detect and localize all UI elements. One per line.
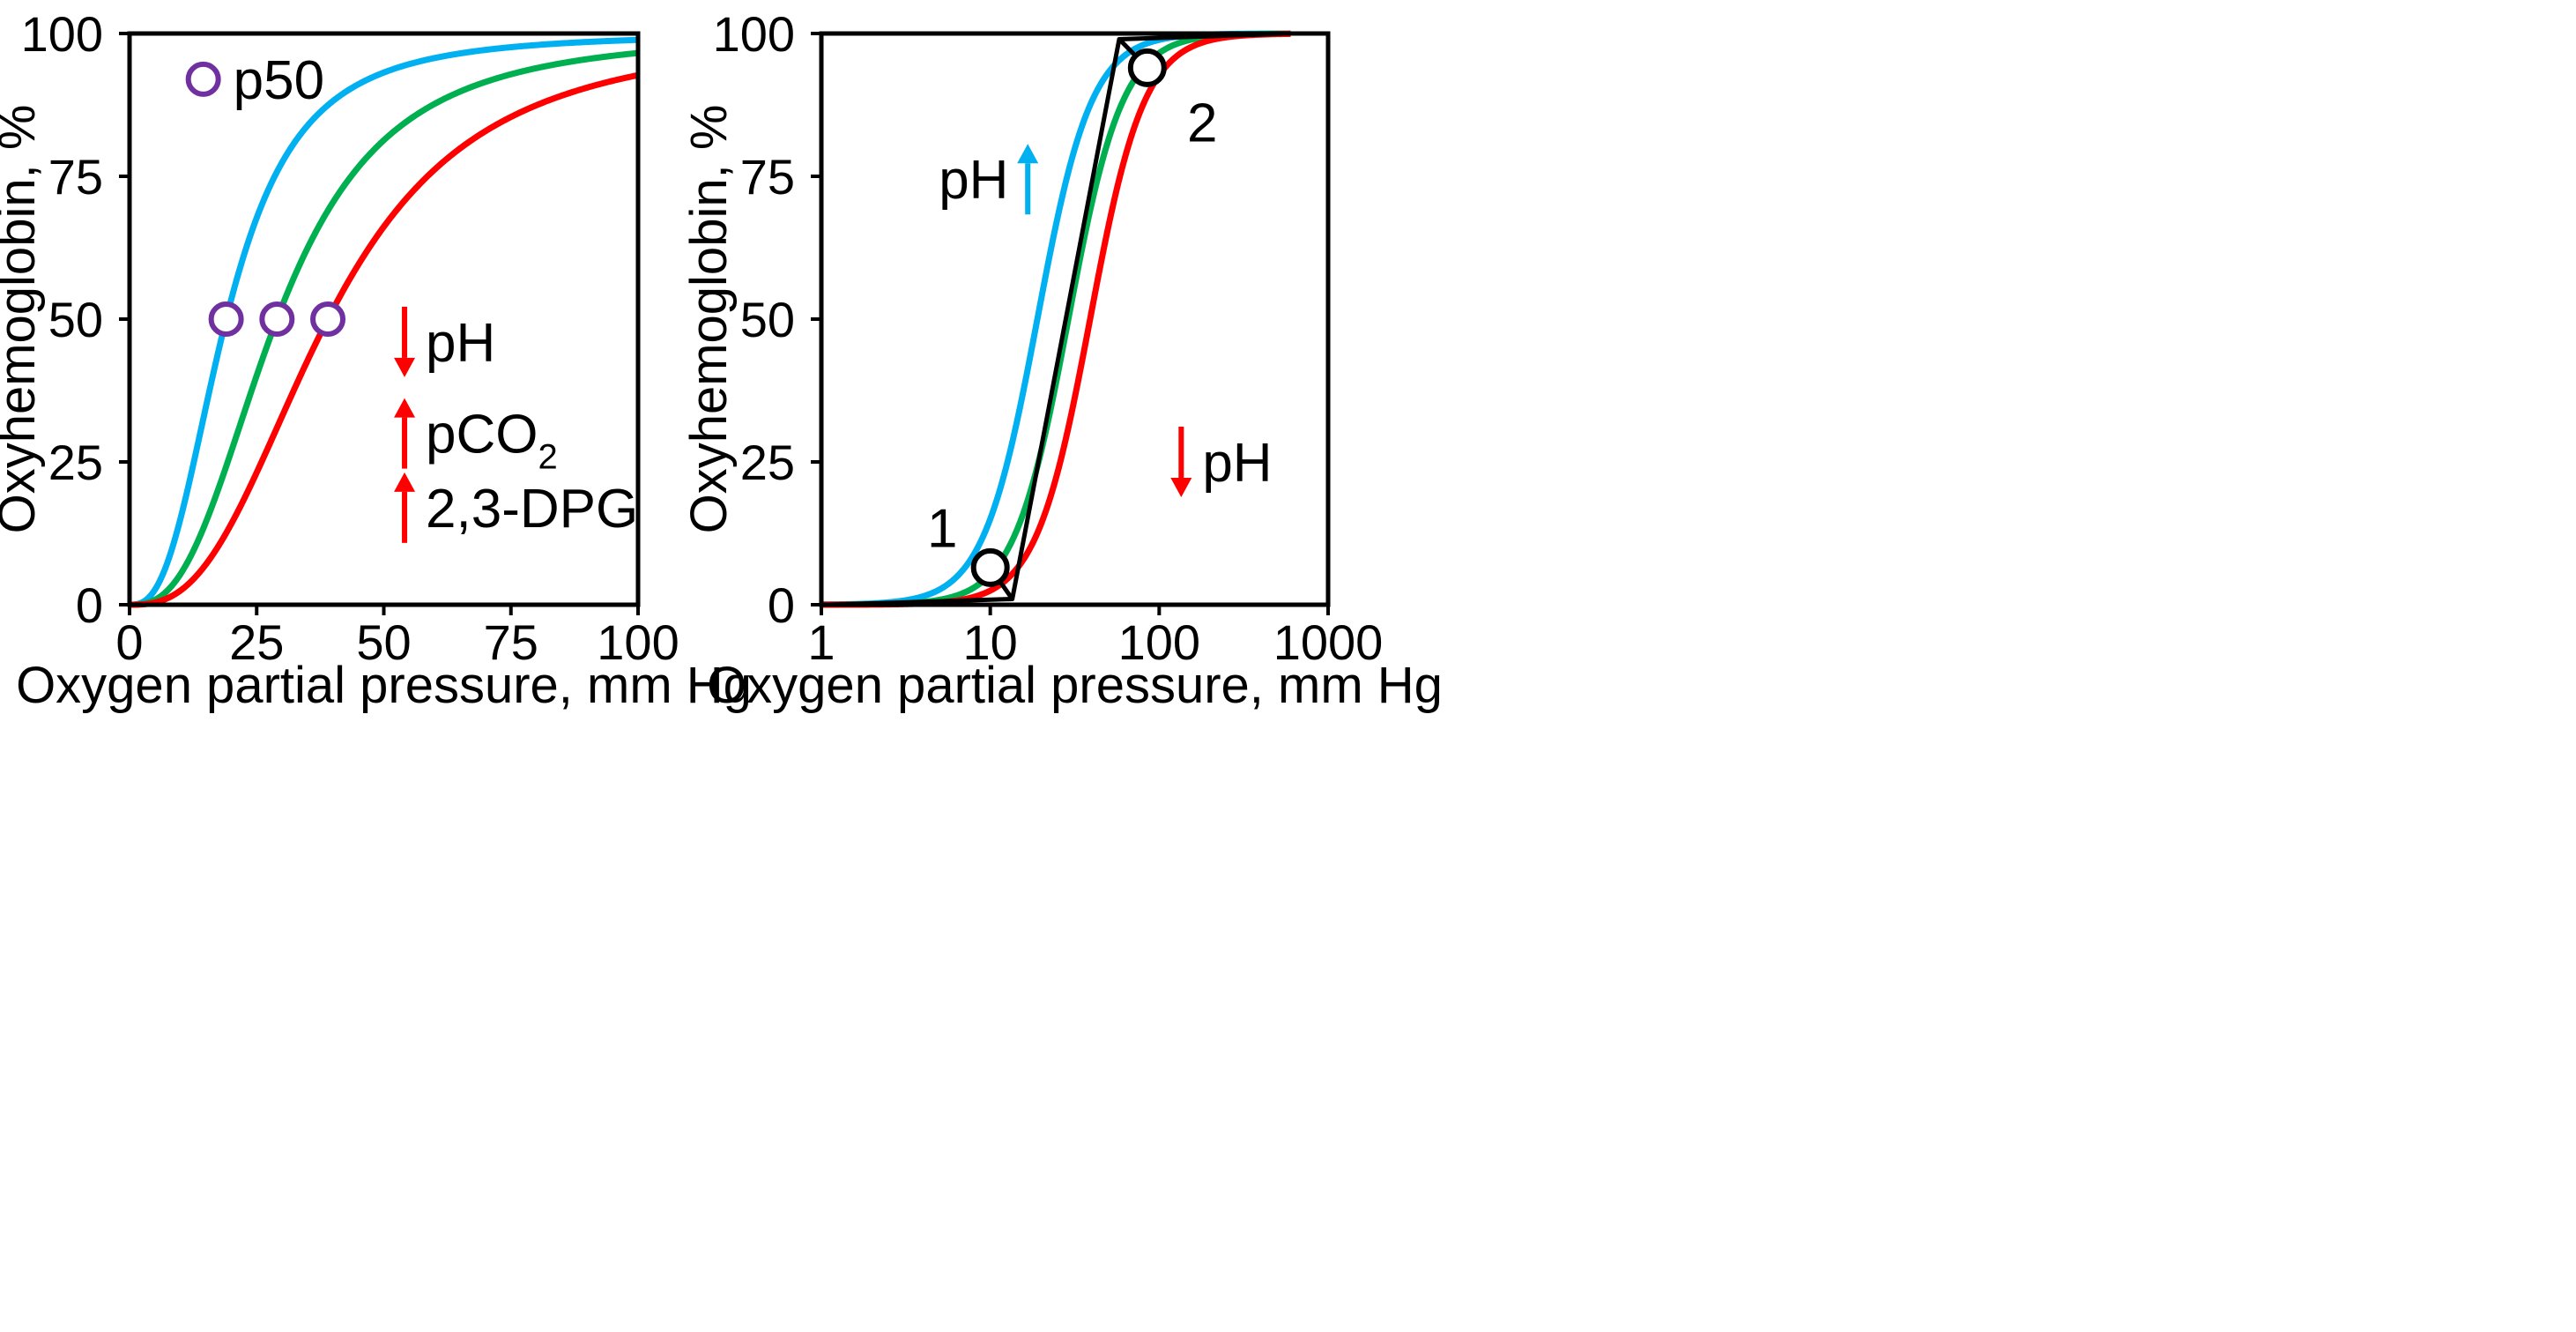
arrow-shaft <box>1178 427 1184 478</box>
p50-legend-marker <box>185 61 221 97</box>
ph-up-annotation: pH <box>939 150 1008 211</box>
p50-point <box>208 301 244 337</box>
ph-down-annotation: pH <box>1202 433 1272 494</box>
y-tick-label: 100 <box>713 6 795 62</box>
x-tick-label: 1 <box>807 614 835 670</box>
ph-up-arrow-icon <box>1017 144 1039 215</box>
y-tick-label: 75 <box>740 149 795 205</box>
arrow-shaft <box>1025 163 1031 215</box>
idealized-step-line <box>828 31 1291 607</box>
arrow-shaft <box>402 306 408 358</box>
right-chart-marks-layer <box>828 31 1291 607</box>
p50-point <box>259 301 295 337</box>
left-chart-linear: 0 25 50 75 100 0 25 50 75 100 Oxygen partial pres… <box>0 6 752 714</box>
arrow-head <box>394 357 416 377</box>
pco2-annotation: pCO2 <box>426 405 558 477</box>
arrow-head <box>394 472 416 492</box>
x-tick-label: 100 <box>597 614 679 670</box>
y-tick-label: 75 <box>48 149 103 205</box>
dpg-up-arrow-icon <box>394 472 416 543</box>
right-chart-y-axis-title: Oxyhemoglobin, % <box>680 105 738 534</box>
arrow-shaft <box>402 417 408 469</box>
pco2-annotation-subscript: 2 <box>538 438 558 477</box>
y-tick-label: 100 <box>21 6 103 62</box>
ph-down-arrow-icon-right <box>1170 427 1192 497</box>
x-tick-label: 0 <box>115 614 143 670</box>
right-chart-x-axis-title: Oxygen partial pressure, mm Hg <box>707 657 1443 714</box>
arrow-head <box>1017 144 1039 164</box>
pco2-annotation-main: pCO <box>426 405 538 465</box>
right-chart-annotation-layer: pH pH 1 2 <box>927 93 1273 559</box>
ph-down-arrow-icon <box>394 306 416 377</box>
y-tick-label: 50 <box>48 292 103 347</box>
p50-legend-label: p50 <box>234 50 324 111</box>
y-tick-label: 0 <box>76 577 103 633</box>
x-tick-label: 100 <box>1118 614 1200 670</box>
x-tick-label: 50 <box>356 614 411 670</box>
series-line-left-shifted <box>128 36 640 608</box>
y-tick-label: 25 <box>740 435 795 490</box>
left-chart-annotation-layer: p50 pH pCO2 2,3-DPG <box>185 50 638 543</box>
pco2-up-arrow-icon <box>394 398 416 469</box>
label-2: 2 <box>1187 93 1217 153</box>
left-chart-marks-layer <box>208 301 346 337</box>
black-circle-point <box>970 547 1010 587</box>
left-chart-y-axis-title: Oxyhemoglobin, % <box>0 105 46 534</box>
arrow-shaft <box>402 491 408 543</box>
left-chart-series-layer <box>128 36 640 608</box>
y-tick-label: 25 <box>48 435 103 490</box>
y-tick-label: 50 <box>740 292 795 347</box>
y-tick-label: 0 <box>768 577 795 633</box>
x-tick-label: 75 <box>484 614 538 670</box>
black-circle-point <box>1127 48 1167 87</box>
x-tick-label: 25 <box>229 614 284 670</box>
left-chart-tick-layer: 0 25 50 75 100 0 25 50 75 100 <box>21 6 679 670</box>
x-tick-label: 10 <box>963 614 1018 670</box>
series-line-normal <box>128 49 640 608</box>
dpg-annotation: 2,3-DPG <box>426 479 638 539</box>
x-tick-label: 1000 <box>1273 614 1384 670</box>
label-1: 1 <box>927 499 957 560</box>
arrow-head <box>394 398 416 418</box>
series-line-right-shifted <box>128 71 640 608</box>
ph-annotation-left: pH <box>426 313 495 374</box>
p50-point <box>310 301 346 337</box>
left-chart-x-axis-title: Oxygen partial pressure, mm Hg <box>16 657 752 714</box>
arrow-head <box>1170 478 1192 497</box>
